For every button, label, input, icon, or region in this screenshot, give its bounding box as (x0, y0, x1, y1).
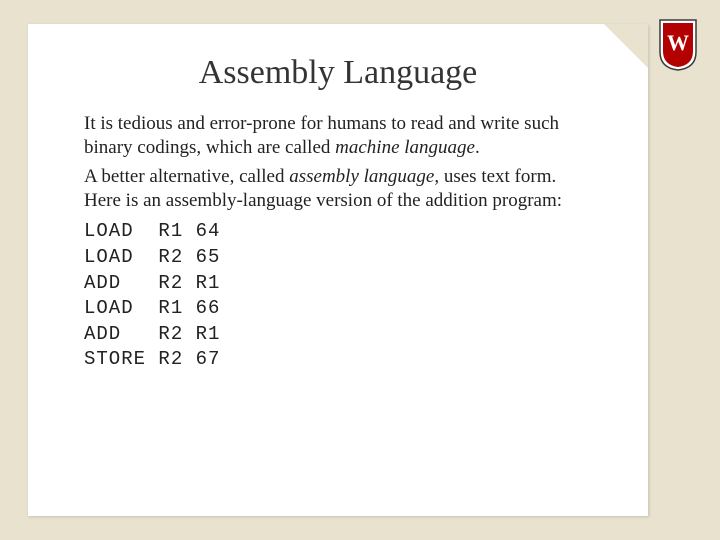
university-crest-icon: W (658, 18, 698, 72)
para1-text-b: . (475, 137, 480, 158)
slide-body: It is tedious and error-prone for humans… (28, 112, 648, 373)
para2-emphasis: assembly language (289, 166, 434, 187)
slide-card: Assembly Language It is tedious and erro… (28, 24, 648, 516)
para1-emphasis: machine language (335, 137, 475, 158)
para2-text-a: A better alternative, called (84, 166, 289, 187)
para1-text-a: It is tedious and error-prone for humans… (84, 113, 559, 158)
paragraph-1: It is tedious and error-prone for humans… (84, 112, 592, 161)
paragraph-2: A better alternative, called assembly la… (84, 165, 592, 214)
svg-text:W: W (667, 30, 689, 55)
code-listing: LOAD R1 64 LOAD R2 65 ADD R2 R1 LOAD R1 … (84, 219, 592, 373)
slide-title: Assembly Language (28, 24, 648, 112)
